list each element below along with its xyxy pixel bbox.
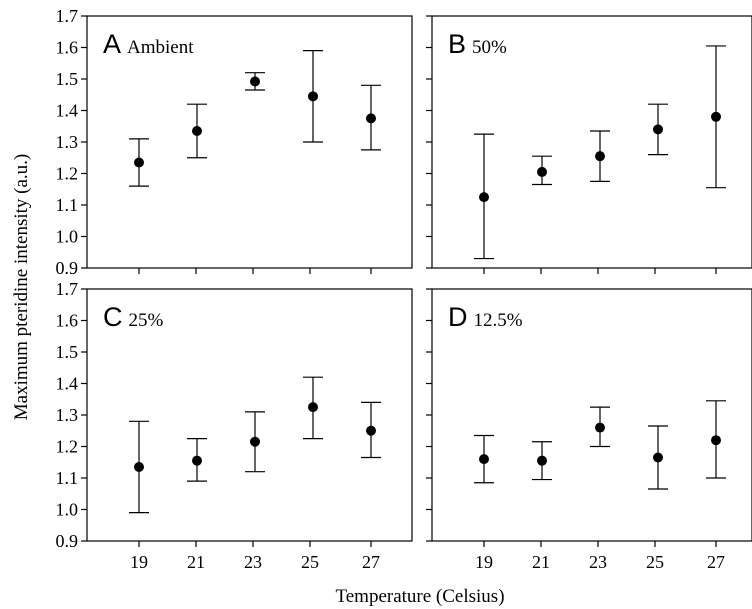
panel-name: 12.5% (474, 310, 523, 331)
x-tick-label: 25 (646, 552, 664, 572)
y-tick-label: 1.7 (56, 279, 79, 299)
data-point (653, 124, 663, 135)
y-tick-label: 1.4 (56, 374, 79, 394)
panels: 0.9 1.0 1.1 1.2 1.3 1.4 1.5 1.6 1.7 A Ambient B 50% 0… (56, 6, 752, 572)
y-tick-label: 1.3 (56, 132, 79, 152)
data-point (192, 455, 202, 466)
data-point (537, 455, 547, 466)
panel-letter: B (448, 29, 466, 59)
data-point (479, 192, 489, 203)
data-point (308, 91, 318, 102)
data-point (250, 76, 260, 87)
x-tick-label: 19 (130, 552, 148, 572)
data-point (595, 422, 605, 433)
x-tick-label: 27 (362, 552, 380, 572)
y-axis-label: Maximum pteridine intensity (a.u.) (11, 154, 32, 420)
panel-letter: D (448, 302, 468, 332)
y-tick-label: 1.7 (56, 6, 79, 26)
y-tick-label: 1.0 (56, 500, 79, 520)
y-tick-label: 1.6 (56, 38, 79, 58)
panel-name: 25% (129, 310, 164, 331)
data-point (711, 111, 721, 122)
data-point (192, 125, 202, 136)
x-tick-label: 21 (532, 552, 550, 572)
y-tick-label: 1.1 (56, 195, 79, 215)
data-point (250, 436, 260, 447)
y-tick-label: 1.2 (56, 164, 79, 184)
data-point (134, 157, 144, 168)
panel-b: B 50% (426, 15, 752, 274)
panel-name: 50% (472, 37, 507, 58)
data-point (308, 402, 318, 413)
x-tick-label: 27 (707, 552, 725, 572)
panel-letter: C (103, 302, 123, 332)
data-point (711, 435, 721, 446)
data-point (134, 461, 144, 472)
y-tick-label: 1.5 (56, 69, 79, 89)
data-point (366, 425, 376, 436)
y-tick-label: 1.0 (56, 227, 79, 247)
y-tick-label: 1.4 (56, 101, 79, 121)
panel-label: C 25% (103, 302, 164, 332)
panel-c: 0.9 1.0 1.1 1.2 1.3 1.4 1.5 1.6 1.7 19 21 23 25 27 C 25… (56, 279, 413, 572)
data-point (537, 166, 547, 177)
data-point (366, 113, 376, 124)
panel-d: 19 21 23 25 27 D 12.5% (426, 288, 752, 572)
y-tick-label: 0.9 (56, 531, 79, 551)
y-tick-label: 1.2 (56, 437, 79, 457)
data-point (595, 151, 605, 162)
panel-name: Ambient (127, 37, 194, 58)
data-point (479, 454, 489, 465)
x-tick-label: 21 (187, 552, 205, 572)
x-axis-label: Temperature (Celsius) (335, 586, 504, 607)
panel-label: A Ambient (103, 29, 194, 59)
panel-letter: A (103, 29, 121, 59)
y-tick-label: 1.6 (56, 311, 79, 331)
x-tick-label: 23 (589, 552, 607, 572)
y-tick-label: 0.9 (56, 258, 79, 278)
panel-label: B 50% (448, 29, 507, 59)
x-tick-label: 19 (475, 552, 493, 572)
panel-label: D 12.5% (448, 302, 523, 332)
y-tick-label: 1.1 (56, 468, 79, 488)
data-point (653, 452, 663, 463)
x-tick-label: 23 (244, 552, 262, 572)
x-tick-label: 25 (301, 552, 319, 572)
panel-a: 0.9 1.0 1.1 1.2 1.3 1.4 1.5 1.6 1.7 A Ambient (56, 6, 413, 278)
y-tick-label: 1.3 (56, 405, 79, 425)
y-tick-label: 1.5 (56, 342, 79, 362)
